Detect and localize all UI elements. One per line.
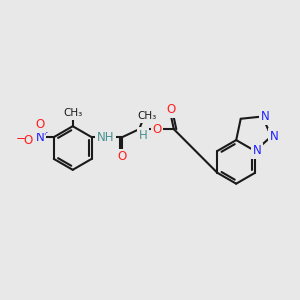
- Text: N: N: [270, 130, 279, 143]
- Text: NH: NH: [97, 130, 114, 144]
- Text: O: O: [23, 134, 33, 147]
- Text: O: O: [166, 103, 176, 116]
- Text: O: O: [118, 150, 127, 164]
- Text: +: +: [41, 128, 47, 137]
- Text: N: N: [36, 130, 44, 144]
- Text: O: O: [35, 118, 45, 131]
- Text: O: O: [152, 123, 162, 136]
- Text: CH₃: CH₃: [137, 111, 157, 121]
- Text: −: −: [16, 132, 26, 145]
- Text: N: N: [261, 110, 270, 123]
- Text: H: H: [139, 129, 148, 142]
- Text: CH₃: CH₃: [63, 108, 82, 118]
- Text: N: N: [253, 145, 261, 158]
